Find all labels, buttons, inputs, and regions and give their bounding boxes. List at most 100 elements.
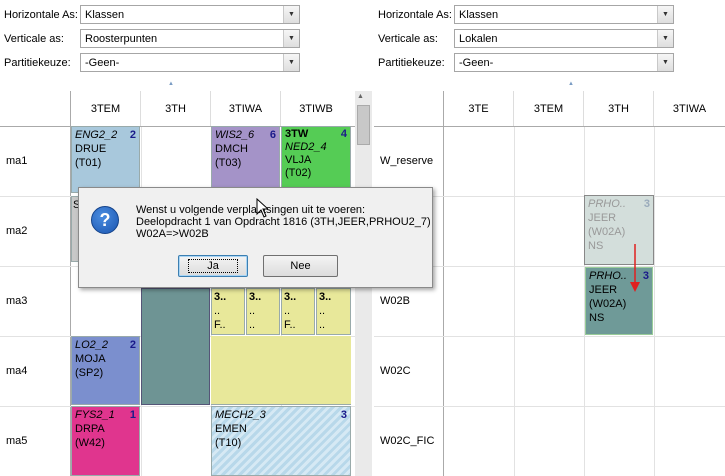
lesson-room: (T01) [75, 157, 102, 169]
right-row-w-reserve: W_reserve [380, 155, 434, 167]
lesson-eng2-2[interactable]: ENG2_2 2 DRUE (T01) [71, 126, 140, 193]
left-row-ma2: ma2 [6, 225, 28, 237]
lesson-partial-text: S [73, 198, 78, 212]
lesson-teacher: .. [319, 319, 326, 331]
left-horizontal-axis-combo[interactable]: Klassen ▼ [80, 5, 300, 24]
left-partition-value: -Geen- [85, 56, 120, 69]
right-vertical-axis-label: Verticale as: [378, 33, 438, 45]
mouse-cursor-icon [256, 198, 268, 218]
scroll-thumb[interactable] [357, 105, 370, 145]
lesson-3tw[interactable]: 3TW 4 NED2_4 VLJA (T02) [281, 126, 351, 193]
lesson-title: PRHO.. [588, 198, 626, 210]
lesson-teacher: F.. [214, 319, 226, 331]
lesson-teacher: DMCH [215, 143, 248, 155]
yes-button[interactable]: Ja [178, 255, 248, 277]
lesson-teacher: DRPA [75, 423, 105, 435]
lesson-count: 2 [129, 129, 136, 141]
chevron-down-icon[interactable]: ▼ [283, 6, 299, 23]
chevron-down-icon[interactable]: ▼ [283, 30, 299, 47]
question-icon: ? [91, 206, 119, 234]
chevron-down-icon[interactable]: ▼ [657, 54, 673, 71]
lesson-room: (T02) [285, 167, 312, 179]
lesson-room: (.. [284, 332, 312, 334]
lesson-room: (SP2) [75, 367, 104, 379]
left-partition-combo[interactable]: -Geen- ▼ [80, 53, 300, 72]
scroll-up-icon[interactable]: ▲ [357, 93, 364, 100]
collapse-caret-icon[interactable]: ▲ [568, 81, 574, 87]
right-row-w02c: W02C [380, 365, 411, 377]
no-button-label: Nee [290, 260, 311, 272]
lesson-room: (W02A) [589, 298, 627, 310]
dialog-line-2: Deelopdracht 1 van Opdracht 1816 (3TH,JE… [136, 216, 431, 228]
lesson-room: (W02A) [588, 226, 626, 238]
left-vertical-axis-label: Verticale as: [4, 33, 64, 45]
left-vertical-axis-combo[interactable]: Roosterpunten ▼ [80, 29, 300, 48]
right-partition-combo[interactable]: -Geen- ▼ [454, 53, 674, 72]
lesson-prho-moved[interactable]: PRHO.. 3 JEER (W02A) NS [585, 267, 653, 335]
chevron-down-icon[interactable]: ▼ [283, 54, 299, 71]
lesson-title: MECH2_3 [215, 409, 266, 421]
move-arrow-icon [630, 244, 640, 292]
lesson-title: 3.. [249, 291, 262, 303]
lesson-title: 3.. [319, 291, 332, 303]
lesson-mech2-3[interactable]: MECH2_3 3 EMEN (T10) [211, 406, 351, 476]
left-row-ma5: ma5 [6, 435, 28, 447]
lesson-small-3[interactable]: 3.. .. F.. (.. [281, 288, 315, 335]
dialog-line-1: Wenst u volgende verplaatsingen uit te v… [136, 204, 366, 216]
lesson-count: 3 [340, 409, 347, 421]
collapse-caret-icon[interactable]: ▲ [168, 81, 174, 87]
left-horizontal-axis-label: Horizontale As: [4, 9, 78, 21]
left-row-ma3: ma3 [6, 295, 28, 307]
lesson-title: FYS2_1 [75, 409, 115, 421]
chevron-down-icon[interactable]: ▼ [657, 30, 673, 47]
lesson-lo2-2[interactable]: LO2_2 2 MOJA (SP2) [71, 336, 140, 405]
left-col-header-3tiwa[interactable]: 3TIWA [211, 91, 281, 126]
lesson-title: ENG2_2 [75, 129, 118, 141]
right-horizontal-axis-combo[interactable]: Klassen ▼ [454, 5, 674, 24]
left-row-ma4: ma4 [6, 365, 28, 377]
lesson-title: LO2_2 [75, 339, 109, 351]
lesson-teacher: JEER [589, 284, 618, 296]
lesson-small-2[interactable]: 3.. .. .. (.. [246, 288, 280, 335]
lesson-title: 3.. [284, 291, 297, 303]
lesson-prho-ghost[interactable]: PRHO.. 3 JEER (W02A) NS [584, 195, 654, 265]
lesson-count: 2 [129, 339, 136, 351]
chevron-down-icon[interactable]: ▼ [657, 6, 673, 23]
lesson-room: (.. [319, 332, 348, 334]
lesson-small-1[interactable]: 3.. .. F.. (.. [211, 288, 245, 335]
lesson-room: (T10) [215, 437, 242, 449]
right-vertical-axis-combo[interactable]: Lokalen ▼ [454, 29, 674, 48]
lesson-teacher: .. [214, 305, 221, 317]
lesson-teacher: DRUE [75, 143, 107, 155]
lesson-extra: NS [588, 240, 604, 252]
left-col-header-3tiwb[interactable]: 3TIWB [299, 102, 333, 115]
lesson-fys2-1[interactable]: FYS2_1 1 DRPA (W42) [71, 406, 140, 476]
right-row-w02b: W02B [380, 295, 410, 307]
lesson-teacher: VLJA [285, 154, 312, 166]
right-col-header-3te[interactable]: 3TE [444, 91, 514, 126]
right-col-header-3th[interactable]: 3TH [584, 91, 654, 126]
right-partition-value: -Geen- [459, 56, 494, 69]
right-col-header-3tiwa[interactable]: 3TIWA [672, 102, 707, 115]
lesson-teacher: MOJA [75, 353, 106, 365]
left-col-header-3tem[interactable]: 3TEM [71, 91, 141, 126]
lesson-teacher: .. [249, 305, 256, 317]
no-button[interactable]: Nee [263, 255, 338, 277]
lesson-room: (W42) [75, 437, 105, 449]
left-vertical-axis-value: Roosterpunten [85, 32, 158, 45]
lesson-3th-block[interactable] [141, 288, 210, 405]
right-col-header-3tem[interactable]: 3TEM [514, 91, 584, 126]
lesson-teacher: JEER [588, 212, 617, 224]
lesson-continuation [211, 336, 351, 405]
lesson-teacher: F.. [284, 319, 296, 331]
lesson-room: (.. [214, 332, 242, 334]
lesson-count: 1 [129, 409, 136, 421]
right-horizontal-axis-value: Klassen [459, 8, 499, 21]
lesson-teacher: .. [319, 305, 326, 317]
lesson-title: WIS2_6 [215, 129, 255, 141]
right-row-w02c-fic: W02C_FIC [380, 435, 435, 447]
lesson-teacher: .. [284, 305, 291, 317]
lesson-wis2-6[interactable]: WIS2_6 6 DMCH (T03) [211, 126, 280, 193]
left-col-header-3th[interactable]: 3TH [141, 91, 211, 126]
lesson-small-4[interactable]: 3.. .. .. (.. [316, 288, 351, 335]
